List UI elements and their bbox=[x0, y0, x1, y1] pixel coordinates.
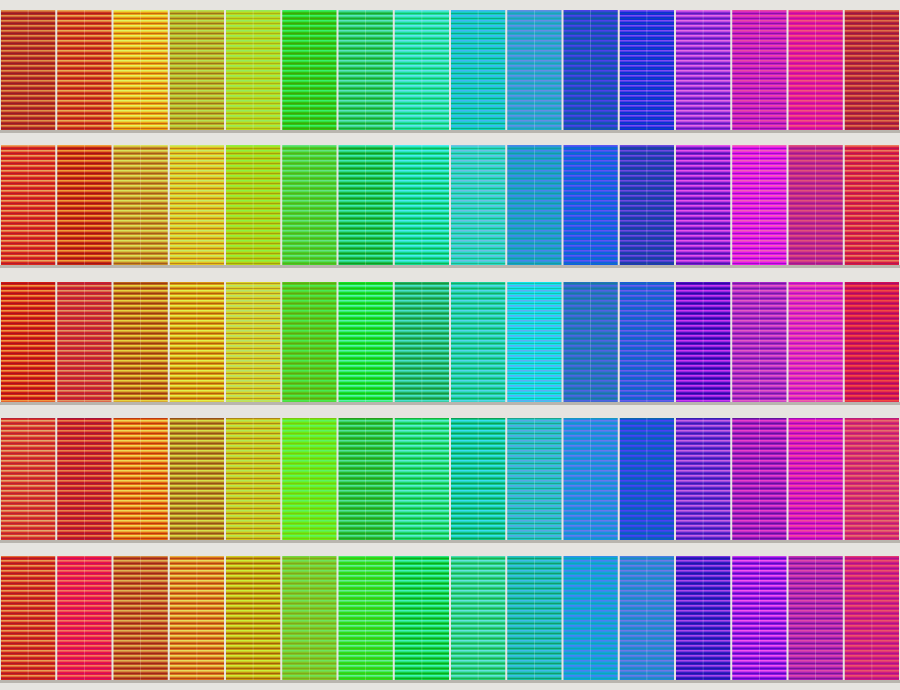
window-panel bbox=[844, 282, 899, 402]
window-panel bbox=[169, 418, 224, 540]
window-panel bbox=[788, 418, 843, 540]
window-panel bbox=[57, 418, 112, 540]
floor-slab-shadow bbox=[0, 540, 900, 543]
window-panel bbox=[507, 10, 562, 130]
window-panel bbox=[113, 282, 168, 402]
window-panel bbox=[676, 556, 731, 680]
window-panel bbox=[844, 10, 899, 130]
window-panel bbox=[394, 418, 449, 540]
floor-slab-shadow bbox=[0, 680, 900, 683]
window-panel bbox=[169, 282, 224, 402]
window-panel bbox=[619, 556, 674, 680]
window-panel bbox=[1, 282, 56, 402]
window-panel bbox=[732, 418, 787, 540]
window-panel bbox=[844, 556, 899, 680]
window-panel bbox=[338, 556, 393, 680]
window-panel bbox=[507, 282, 562, 402]
window-panel bbox=[732, 556, 787, 680]
window-panel bbox=[394, 10, 449, 130]
window-panel bbox=[57, 145, 112, 265]
window-panel bbox=[507, 145, 562, 265]
window-panel bbox=[57, 282, 112, 402]
window-panel bbox=[282, 556, 337, 680]
window-panel bbox=[394, 282, 449, 402]
window-panel bbox=[113, 10, 168, 130]
window-panel bbox=[788, 10, 843, 130]
window-panel bbox=[169, 10, 224, 130]
window-panel bbox=[394, 556, 449, 680]
window-panel bbox=[226, 282, 281, 402]
window-panel bbox=[676, 10, 731, 130]
window-panel bbox=[1, 145, 56, 265]
window-panel bbox=[788, 145, 843, 265]
window-panel bbox=[57, 556, 112, 680]
window-panel bbox=[619, 145, 674, 265]
window-panel bbox=[1, 556, 56, 680]
window-panel bbox=[619, 10, 674, 130]
window-panel bbox=[844, 418, 899, 540]
window-panel bbox=[282, 282, 337, 402]
floor-slab-shadow bbox=[0, 130, 900, 133]
window-panel bbox=[619, 418, 674, 540]
window-panel bbox=[226, 418, 281, 540]
window-panel bbox=[338, 282, 393, 402]
window-panel bbox=[338, 10, 393, 130]
window-panel bbox=[563, 10, 618, 130]
window-panel bbox=[113, 556, 168, 680]
window-panel bbox=[619, 282, 674, 402]
window-panel bbox=[226, 556, 281, 680]
window-panel bbox=[169, 145, 224, 265]
window-panel bbox=[563, 282, 618, 402]
window-panel bbox=[507, 418, 562, 540]
window-panel bbox=[113, 418, 168, 540]
window-panel bbox=[732, 10, 787, 130]
window-panel bbox=[226, 145, 281, 265]
window-panel bbox=[732, 145, 787, 265]
window-panel bbox=[507, 556, 562, 680]
window-panel bbox=[394, 145, 449, 265]
window-panel bbox=[563, 418, 618, 540]
window-panel bbox=[338, 418, 393, 540]
window-panel bbox=[563, 145, 618, 265]
window-panel bbox=[844, 145, 899, 265]
window-panel bbox=[676, 282, 731, 402]
window-panel bbox=[1, 10, 56, 130]
floor-slab-shadow bbox=[0, 265, 900, 268]
window-panel bbox=[563, 556, 618, 680]
window-panel bbox=[226, 10, 281, 130]
window-panel bbox=[113, 145, 168, 265]
window-panel bbox=[788, 282, 843, 402]
window-panel bbox=[451, 145, 506, 265]
window-panel bbox=[451, 418, 506, 540]
window-panel bbox=[57, 10, 112, 130]
window-panel bbox=[338, 145, 393, 265]
window-panel bbox=[1, 418, 56, 540]
window-panel bbox=[451, 556, 506, 680]
window-panel bbox=[788, 556, 843, 680]
window-panel bbox=[282, 145, 337, 265]
window-panel bbox=[282, 10, 337, 130]
window-panel bbox=[676, 418, 731, 540]
window-panel bbox=[451, 282, 506, 402]
window-panel bbox=[732, 282, 787, 402]
window-panel bbox=[676, 145, 731, 265]
floor-slab-shadow bbox=[0, 402, 900, 405]
window-panel bbox=[169, 556, 224, 680]
window-panel bbox=[282, 418, 337, 540]
window-panel bbox=[451, 10, 506, 130]
